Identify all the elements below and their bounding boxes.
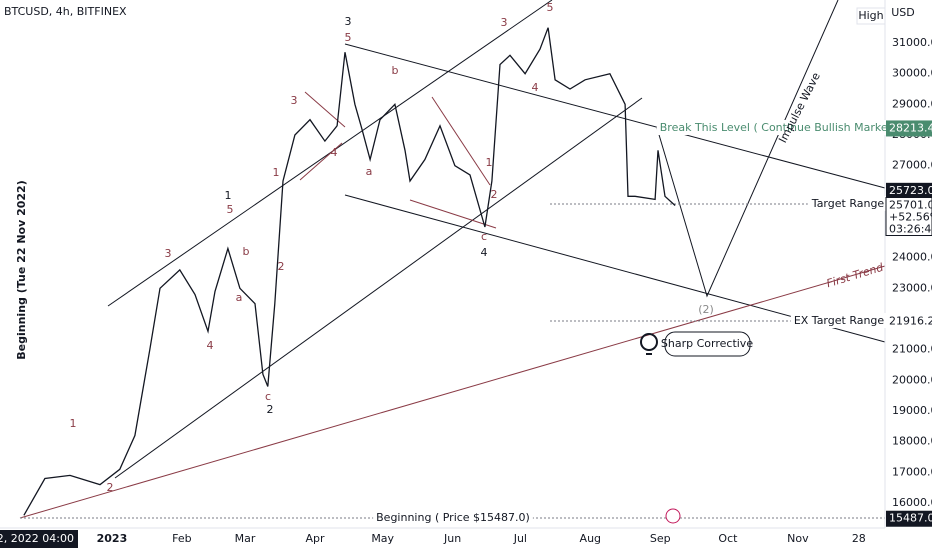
y-tick-label: 31000.0 xyxy=(892,36,932,49)
wedge-line xyxy=(299,142,343,181)
annotation: Break This Level ( Continue Bullish Mark… xyxy=(660,121,896,134)
last-change: +52.56% xyxy=(889,211,932,224)
wave-label: b xyxy=(392,64,399,77)
bulb xyxy=(640,333,658,351)
y-tick-label: 19000.0 xyxy=(892,404,932,417)
wave-label: 2 xyxy=(278,260,285,273)
annotation-bg xyxy=(656,120,900,135)
first-trend-line xyxy=(19,265,886,519)
x-tick-label: May xyxy=(371,532,394,545)
price-tag xyxy=(886,313,932,330)
wave-label: 5 xyxy=(547,1,554,14)
wave-label: c xyxy=(265,390,271,403)
wave-label: b xyxy=(243,245,250,258)
price-tag-label: 25723.0 xyxy=(889,184,932,197)
price-tag-label: 21916.2 xyxy=(889,315,932,328)
bulb-icon xyxy=(640,333,658,355)
x-tick-label: Oct xyxy=(718,532,738,545)
event-icon[interactable] xyxy=(665,508,681,524)
price-axis xyxy=(885,0,932,550)
last-price-tag xyxy=(885,197,932,237)
wave-label: 2 xyxy=(491,188,498,201)
wave-label: 3 xyxy=(345,15,352,28)
wave-label: 1 xyxy=(486,156,493,169)
x-tick-label: Apr xyxy=(305,532,325,545)
wedge-line xyxy=(304,91,346,128)
x-tick-label: Nov xyxy=(787,532,809,545)
y-tick-label: 16000.0 xyxy=(892,496,932,509)
annotation-bg xyxy=(807,196,888,211)
price-tag xyxy=(886,510,932,527)
price-line xyxy=(23,27,676,516)
x-tick-label: 28 xyxy=(852,532,866,545)
button[interactable] xyxy=(856,7,886,25)
annotation: Sharp Corrective xyxy=(661,337,753,350)
y-tick-label: 20000.0 xyxy=(892,373,932,386)
annotation: Beginning (Tue 22 Nov 2022) xyxy=(15,180,28,359)
wave-label: 3 xyxy=(165,247,172,260)
x-tick-label: Jul xyxy=(513,532,527,545)
price-tag-label: 15487.0 xyxy=(889,512,932,525)
annotation: (2) xyxy=(698,303,714,316)
wave-label: 5 xyxy=(345,31,352,44)
wave-label: 2 xyxy=(107,481,114,494)
y-tick-label: 17000.0 xyxy=(892,465,932,478)
cursor-time-box xyxy=(0,530,78,548)
x-tick-label: Mar xyxy=(235,532,256,545)
wave-label: 5 xyxy=(227,203,234,216)
button[interactable] xyxy=(888,4,918,22)
y-tick-label: 29000.0 xyxy=(892,97,932,110)
y-tick-label: 30000.0 xyxy=(892,67,932,80)
button-label[interactable]: USD xyxy=(891,6,915,19)
price-tag-label: 28213.4 xyxy=(889,121,932,134)
annotation: Target Range xyxy=(811,197,885,210)
x-tick-label: Jun xyxy=(443,532,461,545)
countdown: 03:26:43 xyxy=(889,223,932,236)
y-tick-label: 21000.0 xyxy=(892,343,932,356)
annotation: EX Target Range xyxy=(794,314,885,327)
wave-label: a xyxy=(236,291,243,304)
wave-label: c xyxy=(481,230,487,243)
wave-label: 4 xyxy=(532,81,539,94)
button-label[interactable]: High xyxy=(858,9,883,22)
x-tick-label: 2023 xyxy=(97,532,128,545)
annotation-bg xyxy=(790,313,888,328)
wave-label: 1 xyxy=(273,166,280,179)
wave-label: 4 xyxy=(481,246,488,259)
cursor-time: Nov 22, 2022 04:00 xyxy=(0,532,74,545)
wave-label: 4 xyxy=(207,339,214,352)
symbol-title: BTCUSD, 4h, BITFINEX xyxy=(4,5,127,18)
wedge-line xyxy=(431,96,491,186)
wave-label: 1 xyxy=(70,417,77,430)
drawings xyxy=(19,0,886,519)
wave-label: 1 xyxy=(225,189,232,202)
x-tick-label: Sep xyxy=(650,532,671,545)
wave-label: 2 xyxy=(267,403,274,416)
wave-label: 4 xyxy=(331,146,338,159)
wedge-line xyxy=(409,199,497,229)
wave-label: 3 xyxy=(291,94,298,107)
x-tick-label: Aug xyxy=(580,532,601,545)
y-tick-label: 18000.0 xyxy=(892,435,932,448)
x-tick-label: Feb xyxy=(172,532,191,545)
last-price: 25701.0 xyxy=(889,199,932,212)
price-tag xyxy=(886,182,932,199)
callout-box xyxy=(664,331,751,357)
trend-line xyxy=(344,43,886,189)
channel-line xyxy=(114,97,643,479)
time-axis xyxy=(0,528,932,550)
annotation: Beginning ( Price $15487.0) xyxy=(376,511,530,524)
price-tag xyxy=(886,120,932,137)
y-tick-label: 27000.0 xyxy=(892,159,932,172)
projection-line xyxy=(656,0,839,298)
annotation-bg xyxy=(373,510,533,525)
wave-label: 3 xyxy=(501,16,508,29)
y-tick-label: 24000.0 xyxy=(892,251,932,264)
y-tick-label: 23000.0 xyxy=(892,281,932,294)
wave-label: a xyxy=(366,165,373,178)
